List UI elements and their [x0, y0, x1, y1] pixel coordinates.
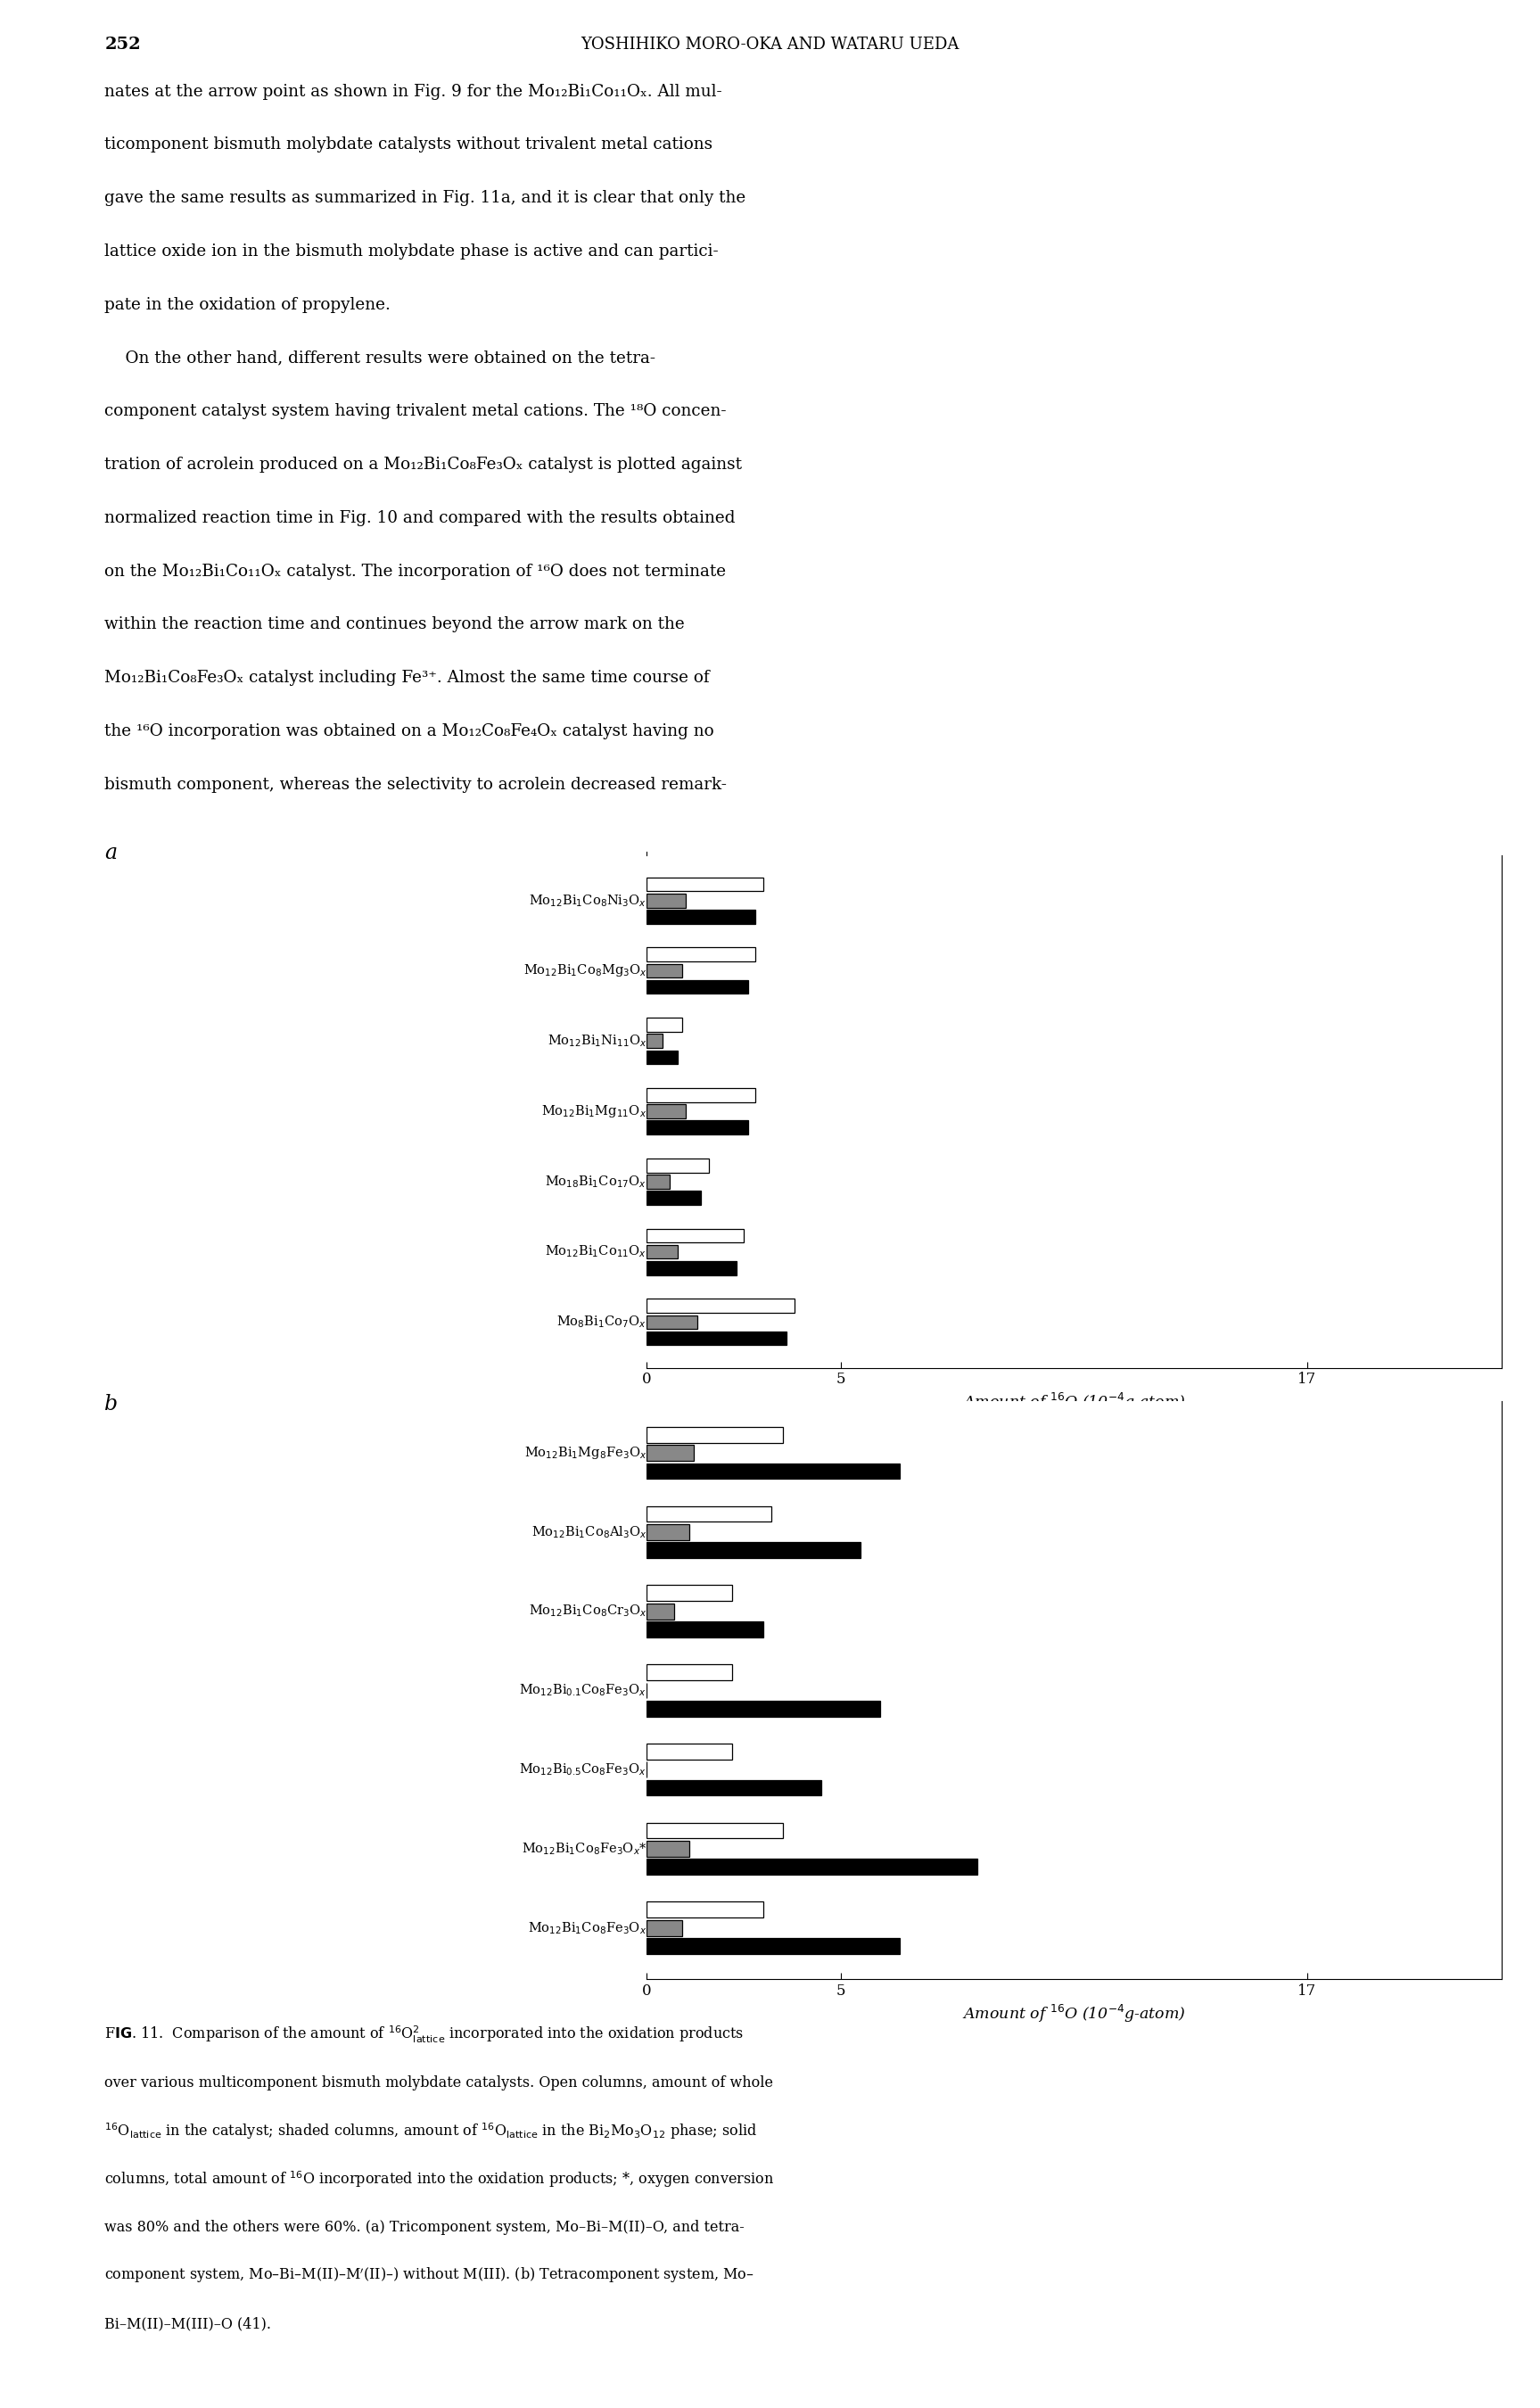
Bar — [647, 1664, 733, 1681]
Text: component catalyst system having trivalent metal cations. The ¹⁸O concen-: component catalyst system having trivale… — [105, 405, 727, 419]
X-axis label: Amount of $^{16}$O (10$^{-4}$g-atom): Amount of $^{16}$O (10$^{-4}$g-atom) — [962, 1392, 1186, 1413]
Text: columns, total amount of $^{16}$O incorporated into the oxidation products; *, o: columns, total amount of $^{16}$O incorp… — [105, 2170, 775, 2189]
Text: Mo$_{12}$Bi$_1$Co$_8$Al$_3$O$_x$: Mo$_{12}$Bi$_1$Co$_8$Al$_3$O$_x$ — [531, 1524, 647, 1541]
Bar — [647, 963, 682, 978]
Text: Mo$_{12}$Bi$_1$Co$_8$Ni$_3$O$_x$: Mo$_{12}$Bi$_1$Co$_8$Ni$_3$O$_x$ — [530, 893, 647, 908]
Bar — [647, 1050, 678, 1064]
Text: F$\mathbf{IG}$. 11.  Comparison of the amount of $^{16}$O$^2_{\mathrm{lattice}}$: F$\mathbf{IG}$. 11. Comparison of the am… — [105, 2025, 744, 2044]
Text: lattice oxide ion in the bismuth molybdate phase is active and can partici-: lattice oxide ion in the bismuth molybda… — [105, 243, 719, 260]
Text: pate in the oxidation of propylene.: pate in the oxidation of propylene. — [105, 296, 391, 313]
Bar — [647, 1315, 698, 1329]
Text: Mo$_8$Bi$_1$Co$_7$O$_x$: Mo$_8$Bi$_1$Co$_7$O$_x$ — [557, 1315, 647, 1329]
Text: Mo$_{12}$Bi$_1$Mg$_{11}$O$_x$: Mo$_{12}$Bi$_1$Mg$_{11}$O$_x$ — [542, 1103, 647, 1120]
Text: $^{16}$O$_{\mathrm{lattice}}$ in the catalyst; shaded columns, amount of $^{16}$: $^{16}$O$_{\mathrm{lattice}}$ in the cat… — [105, 2121, 758, 2141]
Bar — [647, 1544, 861, 1558]
Bar — [647, 1033, 662, 1047]
Bar — [647, 949, 756, 961]
Bar — [647, 1105, 685, 1117]
Bar — [647, 910, 756, 925]
Bar — [647, 1228, 744, 1243]
Bar — [647, 1088, 756, 1103]
Text: a: a — [105, 843, 117, 864]
Text: normalized reaction time in Fig. 10 and compared with the results obtained: normalized reaction time in Fig. 10 and … — [105, 510, 736, 525]
Text: over various multicomponent bismuth molybdate catalysts. Open columns, amount of: over various multicomponent bismuth moly… — [105, 2076, 773, 2090]
Bar — [647, 1823, 782, 1837]
Text: ticomponent bismuth molybdate catalysts without trivalent metal cations: ticomponent bismuth molybdate catalysts … — [105, 137, 713, 152]
Text: bismuth component, whereas the selectivity to acrolein decreased remark-: bismuth component, whereas the selectivi… — [105, 778, 727, 792]
Text: component system, Mo–Bi–M(II)–M$'$(II)–) without M(III). (b) Tetracomponent syst: component system, Mo–Bi–M(II)–M$'$(II)–)… — [105, 2266, 755, 2285]
Text: Mo$_{12}$Bi$_1$Ni$_{11}$O$_x$: Mo$_{12}$Bi$_1$Ni$_{11}$O$_x$ — [548, 1033, 647, 1050]
Text: Mo$_{12}$Bi$_1$Co$_{11}$O$_x$: Mo$_{12}$Bi$_1$Co$_{11}$O$_x$ — [545, 1245, 647, 1259]
Text: Mo$_{12}$Bi$_1$Mg$_8$Fe$_3$O$_x$: Mo$_{12}$Bi$_1$Mg$_8$Fe$_3$O$_x$ — [524, 1445, 647, 1462]
Text: within the reaction time and continues beyond the arrow mark on the: within the reaction time and continues b… — [105, 616, 685, 633]
Bar — [647, 1938, 899, 1953]
X-axis label: Amount of $^{16}$O (10$^{-4}$g-atom): Amount of $^{16}$O (10$^{-4}$g-atom) — [962, 2003, 1186, 2025]
Bar — [647, 1505, 772, 1522]
Bar — [647, 1158, 708, 1173]
Bar — [647, 1859, 976, 1876]
Text: b: b — [105, 1394, 119, 1416]
Text: Mo₁₂Bi₁Co₈Fe₃Oₓ catalyst including Fe³⁺. Almost the same time course of: Mo₁₂Bi₁Co₈Fe₃Oₓ catalyst including Fe³⁺.… — [105, 669, 710, 686]
Bar — [647, 1621, 764, 1637]
Bar — [647, 1524, 690, 1541]
Text: the ¹⁶O incorporation was obtained on a Mo₁₂Co₈Fe₄Oₓ catalyst having no: the ¹⁶O incorporation was obtained on a … — [105, 722, 715, 739]
Bar — [647, 1584, 733, 1601]
Text: Mo$_{12}$Bi$_1$Co$_8$Mg$_3$O$_x$: Mo$_{12}$Bi$_1$Co$_8$Mg$_3$O$_x$ — [524, 963, 647, 978]
Text: Mo$_{18}$Bi$_1$Co$_{17}$O$_x$: Mo$_{18}$Bi$_1$Co$_{17}$O$_x$ — [545, 1173, 647, 1190]
Text: Mo$_{12}$Bi$_1$Co$_8$Fe$_3$O$_x$: Mo$_{12}$Bi$_1$Co$_8$Fe$_3$O$_x$ — [528, 1919, 647, 1936]
Text: Mo$_{12}$Bi$_{0.1}$Co$_8$Fe$_3$O$_x$: Mo$_{12}$Bi$_{0.1}$Co$_8$Fe$_3$O$_x$ — [519, 1683, 647, 1698]
Bar — [647, 1604, 675, 1618]
Text: tration of acrolein produced on a Mo₁₂Bi₁Co₈Fe₃Oₓ catalyst is plotted against: tration of acrolein produced on a Mo₁₂Bi… — [105, 458, 742, 472]
Bar — [647, 877, 764, 891]
Bar — [647, 1190, 701, 1204]
Bar — [647, 1902, 764, 1917]
Text: Bi–M(II)–M(III)–O (41).: Bi–M(II)–M(III)–O (41). — [105, 2316, 271, 2331]
Bar — [647, 1780, 822, 1796]
Text: on the Mo₁₂Bi₁Co₁₁Oₓ catalyst. The incorporation of ¹⁶O does not terminate: on the Mo₁₂Bi₁Co₁₁Oₓ catalyst. The incor… — [105, 563, 727, 580]
Bar — [647, 893, 685, 908]
Bar — [647, 1464, 899, 1479]
Text: YOSHIHIKO MORO-OKA AND WATARU UEDA: YOSHIHIKO MORO-OKA AND WATARU UEDA — [581, 36, 959, 53]
Bar — [647, 1743, 733, 1760]
Bar — [647, 1298, 795, 1312]
Text: Mo$_{12}$Bi$_1$Co$_8$Fe$_3$O$_x$*: Mo$_{12}$Bi$_1$Co$_8$Fe$_3$O$_x$* — [521, 1840, 647, 1857]
Text: Mo$_{12}$Bi$_1$Co$_8$Cr$_3$O$_x$: Mo$_{12}$Bi$_1$Co$_8$Cr$_3$O$_x$ — [528, 1604, 647, 1618]
Text: nates at the arrow point as shown in Fig. 9 for the Mo₁₂Bi₁Co₁₁Oₓ. All mul-: nates at the arrow point as shown in Fig… — [105, 84, 722, 99]
Text: Mo$_{12}$Bi$_{0.5}$Co$_8$Fe$_3$O$_x$: Mo$_{12}$Bi$_{0.5}$Co$_8$Fe$_3$O$_x$ — [519, 1763, 647, 1777]
Text: was 80% and the others were 60%. (a) Tricomponent system, Mo–Bi–M(II)–O, and tet: was 80% and the others were 60%. (a) Tri… — [105, 2220, 745, 2235]
Text: 252: 252 — [105, 36, 142, 53]
Bar — [647, 1428, 782, 1442]
Bar — [647, 1332, 787, 1346]
Text: gave the same results as summarized in Fig. 11a, and it is clear that only the: gave the same results as summarized in F… — [105, 190, 745, 207]
Bar — [647, 1262, 736, 1274]
Text: On the other hand, different results were obtained on the tetra-: On the other hand, different results wer… — [105, 349, 656, 366]
Bar — [647, 1445, 693, 1462]
Bar — [647, 1120, 748, 1134]
Bar — [647, 980, 748, 995]
Bar — [647, 1840, 690, 1857]
Bar — [647, 1245, 678, 1259]
Bar — [647, 1700, 879, 1717]
Bar — [647, 1175, 670, 1190]
Bar — [647, 1919, 682, 1936]
Bar — [647, 1019, 682, 1033]
